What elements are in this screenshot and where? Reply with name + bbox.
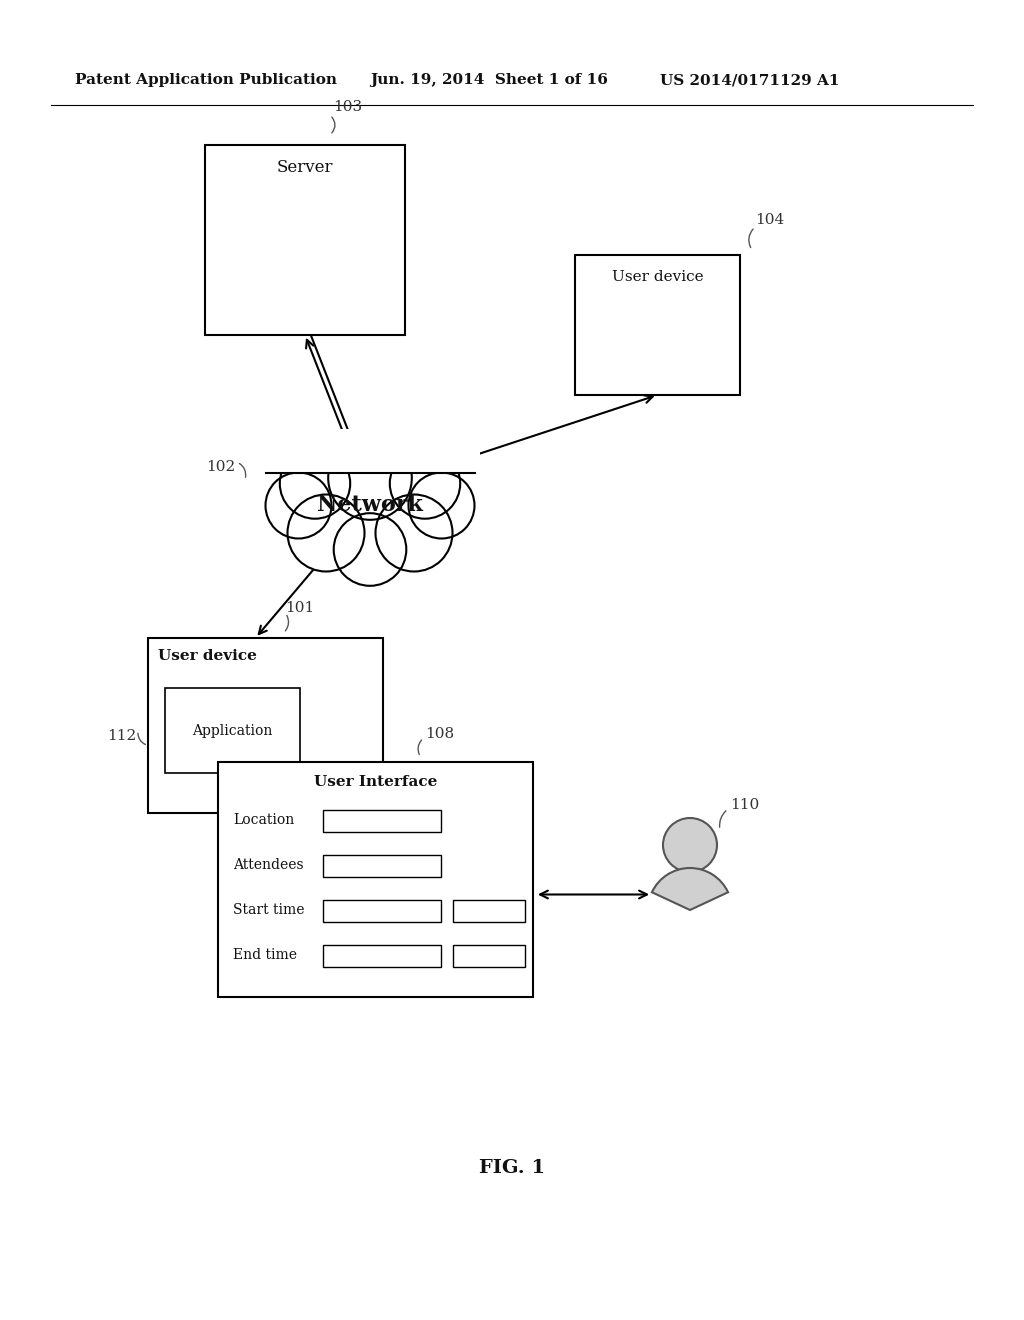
Text: End time: End time: [233, 948, 297, 962]
Text: User Interface: User Interface: [313, 775, 437, 789]
Bar: [453, 900, 525, 921]
Text: 101: 101: [286, 601, 314, 615]
Text: Patent Application Publication: Patent Application Publication: [75, 73, 337, 87]
Circle shape: [376, 495, 453, 572]
Text: FIG. 1: FIG. 1: [479, 1159, 545, 1177]
Text: User device: User device: [611, 271, 703, 284]
Circle shape: [334, 513, 407, 586]
Text: Network: Network: [317, 494, 423, 516]
Bar: [205, 145, 406, 335]
Text: Server: Server: [276, 158, 333, 176]
Circle shape: [390, 449, 460, 519]
Bar: [218, 762, 534, 997]
Text: 104: 104: [755, 213, 784, 227]
Circle shape: [329, 436, 412, 520]
Bar: [323, 810, 441, 832]
Text: Location: Location: [233, 813, 294, 828]
Text: Jun. 19, 2014  Sheet 1 of 16: Jun. 19, 2014 Sheet 1 of 16: [370, 73, 608, 87]
Text: Application: Application: [193, 723, 272, 738]
Text: Start time: Start time: [233, 903, 304, 917]
Text: 102: 102: [206, 459, 234, 474]
Bar: [453, 945, 525, 968]
Bar: [148, 638, 383, 813]
Text: 110: 110: [730, 799, 759, 812]
Text: Attendees: Attendees: [233, 858, 304, 873]
Bar: [260, 429, 480, 473]
Text: 103: 103: [333, 100, 362, 114]
Text: 112: 112: [106, 729, 136, 742]
Bar: [323, 945, 441, 968]
Bar: [575, 255, 740, 395]
Text: 108: 108: [426, 727, 455, 741]
Circle shape: [265, 473, 332, 539]
Text: US 2014/0171129 A1: US 2014/0171129 A1: [660, 73, 840, 87]
Circle shape: [663, 818, 717, 873]
Circle shape: [280, 449, 350, 519]
Bar: [323, 900, 441, 921]
Circle shape: [288, 495, 365, 572]
Wedge shape: [652, 869, 728, 909]
Circle shape: [409, 473, 474, 539]
Text: User device: User device: [158, 649, 257, 663]
Bar: [323, 855, 441, 876]
Bar: [165, 688, 300, 774]
